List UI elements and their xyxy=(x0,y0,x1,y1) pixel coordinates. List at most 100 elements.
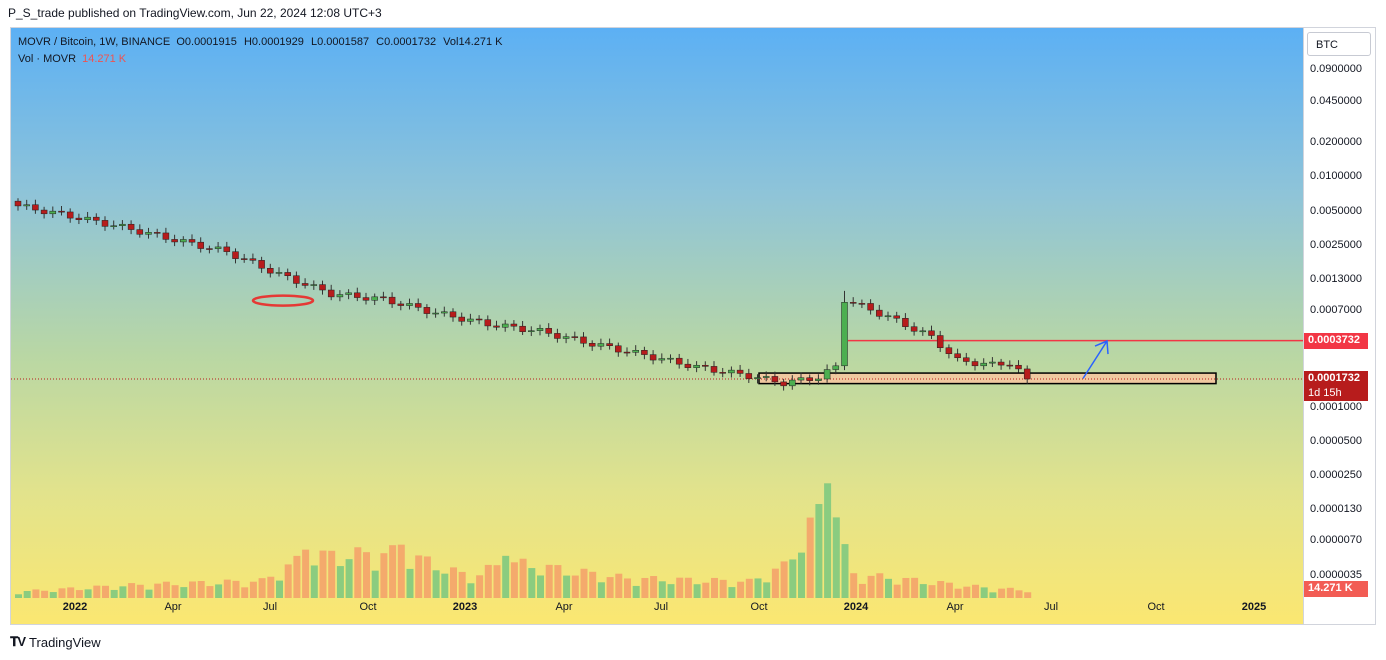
candle-body xyxy=(997,361,1005,366)
volume-bar xyxy=(415,555,423,598)
volume-bar xyxy=(215,584,223,598)
candle-body xyxy=(171,239,178,243)
plot-area[interactable]: MOVR / Bitcoin, 1W, BINANCE O0.0001915 H… xyxy=(11,28,1303,624)
candle-body xyxy=(458,316,465,322)
legend-ohlc: MOVR / Bitcoin, 1W, BINANCE O0.0001915 H… xyxy=(18,36,507,48)
volume-bar xyxy=(580,568,588,598)
volume-bar xyxy=(806,517,814,598)
candle-body xyxy=(858,303,866,305)
candle-body xyxy=(84,216,91,220)
volume-bar xyxy=(693,584,701,598)
candle-body xyxy=(127,223,135,230)
tradingview-brand[interactable]: 𝐓V TradingView xyxy=(10,634,101,650)
volume-bar xyxy=(423,556,431,598)
candle-body xyxy=(388,296,396,305)
candle-body xyxy=(719,372,726,374)
volume-bar xyxy=(902,577,910,598)
price-axis[interactable]: BTC 0.0900000 0.0450000 0.0200000 0.0100000… xyxy=(1303,28,1375,624)
volume-bar xyxy=(937,581,945,598)
candle-body xyxy=(432,312,439,315)
forecast-arrow-head xyxy=(1094,339,1109,355)
volume-bar xyxy=(728,587,736,598)
volume-bar xyxy=(154,583,162,598)
candle-body xyxy=(145,232,152,235)
volume-bar xyxy=(493,565,501,598)
volume-bar xyxy=(711,577,718,598)
volume-bar xyxy=(467,583,475,598)
volume-bar xyxy=(363,552,370,598)
candle-body xyxy=(658,358,666,361)
legend-low-label: L xyxy=(310,36,318,48)
volume-bar xyxy=(702,582,710,598)
chart-frame[interactable]: MOVR / Bitcoin, 1W, BINANCE O0.0001915 H… xyxy=(10,27,1376,625)
time-tick-label: 2024 xyxy=(843,601,869,613)
volume-bar xyxy=(893,584,901,598)
candle-body xyxy=(267,268,274,274)
volume-series-value: 14.271 K xyxy=(82,53,127,65)
legend-close-label: C xyxy=(376,36,385,48)
candle-body xyxy=(293,275,300,284)
legend-open-label: O xyxy=(176,36,185,48)
publisher-line: P_S_trade published on TradingView.com, … xyxy=(8,6,382,20)
legend-close: 0.0001732 xyxy=(384,36,437,48)
candle-body xyxy=(119,223,126,226)
volume-bar xyxy=(510,562,518,598)
legend-volume: Vol · MOVR 14.271 K xyxy=(18,53,126,65)
candle-body xyxy=(110,225,117,227)
candle-body xyxy=(319,284,326,291)
currency-button[interactable]: BTC xyxy=(1307,32,1371,56)
volume-bar xyxy=(267,576,275,598)
volume-bar xyxy=(867,575,875,598)
time-axis[interactable]: 2022 Apr Jul Oct 2023 Apr Jul Oct 2024 Apr Jul Oct 2… xyxy=(11,598,1303,624)
volume-bar xyxy=(815,504,823,598)
chart-svg[interactable] xyxy=(11,28,1303,624)
candle-body xyxy=(980,362,987,367)
volume-bar xyxy=(206,586,214,598)
candle-body xyxy=(632,350,639,353)
candle-body xyxy=(397,303,405,306)
candle-body xyxy=(1023,368,1031,380)
volume-bar xyxy=(972,584,979,598)
resistance-price-tag-value: 0.0003732 xyxy=(1308,333,1360,346)
candle-body xyxy=(849,302,857,304)
volume-bar xyxy=(432,570,440,598)
volume-bar xyxy=(954,588,962,598)
resistance-price-tag: 0.0003732 xyxy=(1304,332,1368,349)
volume-bar xyxy=(397,544,405,598)
volume-bar xyxy=(380,553,388,598)
candle-body xyxy=(206,248,213,250)
volume-bar xyxy=(345,559,353,598)
countdown-label: 1d 15h xyxy=(1308,387,1342,399)
volume-bar xyxy=(32,589,40,598)
candle-body xyxy=(301,283,309,286)
volume-bar xyxy=(519,558,527,598)
time-tick-label: Jul xyxy=(1043,601,1059,613)
price-tick-label: 0.0001000 xyxy=(1310,401,1362,413)
candle-body xyxy=(588,343,596,347)
candle-body xyxy=(780,381,787,387)
volume-bar xyxy=(450,567,457,598)
volume-bar xyxy=(162,581,170,598)
volume-bar xyxy=(389,545,397,598)
volume-series-name: Vol · MOVR xyxy=(18,53,77,65)
volume-bar xyxy=(763,582,771,598)
volume-bar xyxy=(537,575,544,598)
candle-body xyxy=(867,303,874,311)
legend-symbol: MOVR / Bitcoin, 1W, BINANCE xyxy=(18,36,171,48)
candle-body xyxy=(75,217,83,220)
candle-body xyxy=(623,351,631,354)
price-tick-label: 0.0100000 xyxy=(1310,170,1362,182)
candle-body xyxy=(501,323,509,328)
candle-body xyxy=(902,318,909,327)
candle-body xyxy=(762,376,770,378)
volume-bar xyxy=(258,578,266,598)
volume-bar xyxy=(798,552,805,598)
volume-bar xyxy=(458,571,466,598)
volume-bar xyxy=(102,585,109,598)
volume-bar xyxy=(998,588,1006,598)
candle-body xyxy=(536,328,544,331)
volume-bar xyxy=(641,577,649,598)
volume-bar xyxy=(284,564,292,598)
candle-body xyxy=(675,357,683,365)
candle-body xyxy=(240,258,248,260)
